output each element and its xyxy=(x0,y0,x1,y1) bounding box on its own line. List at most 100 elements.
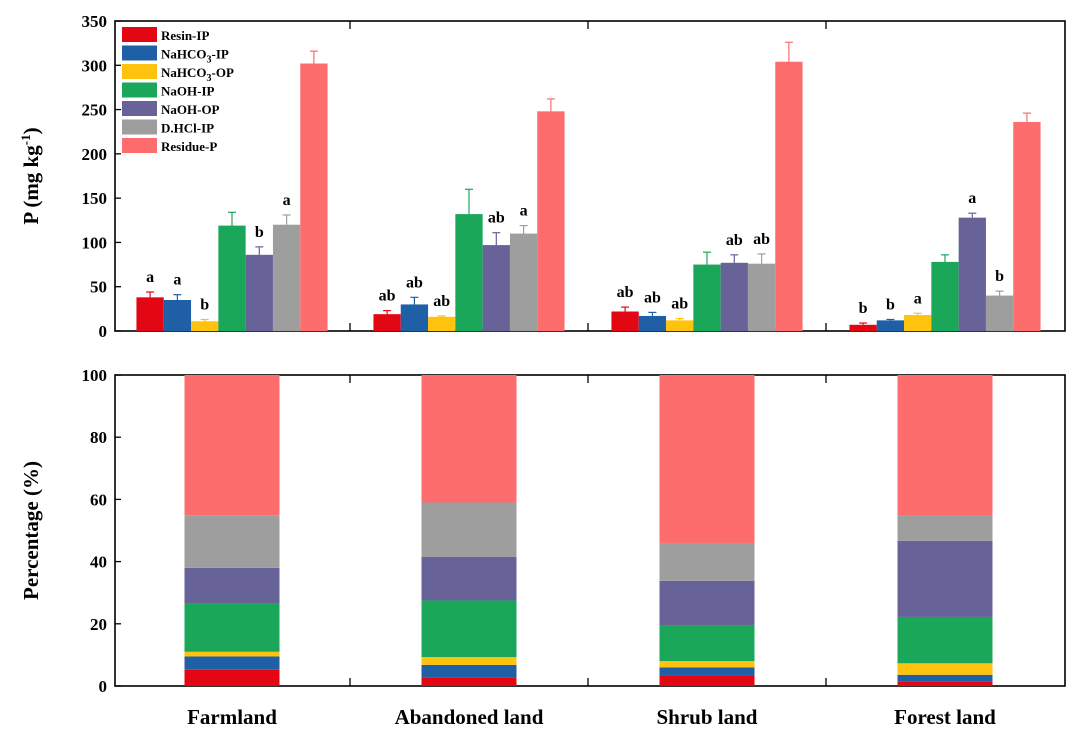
bar-nahco3-op xyxy=(191,321,219,331)
bar-naoh-op xyxy=(245,254,273,331)
top-y-tick-label: 250 xyxy=(82,101,108,120)
significance-label: a xyxy=(968,190,976,207)
stacked-segment-nahco3-ip xyxy=(184,656,280,670)
significance-label: b xyxy=(200,296,209,313)
bottom-plot-frame xyxy=(114,374,1066,687)
category-label: Farmland xyxy=(187,705,277,729)
legend-label-main: NaOH-OP xyxy=(161,102,220,117)
bottom-y-tick-label: 40 xyxy=(90,553,107,572)
bar-d-hcl-ip xyxy=(985,295,1014,331)
legend: Resin-IPNaHCO3-IPNaHCO3-OPNaOH-IPNaOH-OP… xyxy=(122,27,234,154)
significance-label: ab xyxy=(433,293,450,310)
significance-label: ab xyxy=(753,231,770,248)
significance-label: b xyxy=(995,268,1004,285)
bar-residue-p xyxy=(775,61,803,331)
stacked-segment-resin-ip xyxy=(659,675,755,686)
bar-resin-ip xyxy=(611,311,639,331)
stacked-segment-naoh-op xyxy=(421,556,517,601)
bar-nahco3-ip xyxy=(876,320,905,331)
legend-label: Residue-P xyxy=(161,139,217,154)
bar-resin-ip xyxy=(373,314,401,331)
bottom-y-tick-label: 20 xyxy=(90,615,107,634)
stacked-segment-d-hcl-ip xyxy=(659,542,755,581)
legend-label: NaHCO3-OP xyxy=(161,65,234,84)
top-y-tick-label: 100 xyxy=(82,233,108,252)
top-plot-frame xyxy=(114,20,1066,332)
bar-nahco3-op xyxy=(666,320,694,331)
significance-label: ab xyxy=(379,288,396,305)
top-y-tick-label: 350 xyxy=(82,12,108,31)
legend-label: NaOH-OP xyxy=(161,102,220,117)
bar-residue-p xyxy=(1013,121,1041,331)
legend-label-main: NaOH-IP xyxy=(161,84,215,99)
significance-label: ab xyxy=(644,289,661,306)
bar-nahco3-op xyxy=(428,316,456,331)
top-y-title-end: ) xyxy=(19,127,43,134)
legend-label-main: NaHCO xyxy=(161,47,207,62)
significance-label: ab xyxy=(617,284,634,301)
bottom-y-axis-title: Percentage (%) xyxy=(19,461,43,600)
stacked-segment-naoh-ip xyxy=(897,616,993,664)
stacked-segment-naoh-ip xyxy=(184,603,280,652)
legend-swatch xyxy=(122,64,157,79)
legend-label-main: D.HCl-IP xyxy=(161,121,214,136)
top-y-tick-label: 150 xyxy=(82,189,108,208)
bar-residue-p xyxy=(300,63,328,332)
bottom-y-tick-label: 60 xyxy=(90,490,107,509)
stacked-segment-residue-p xyxy=(659,375,755,543)
stacked-segment-nahco3-ip xyxy=(897,674,993,682)
stacked-segment-nahco3-op xyxy=(659,661,755,668)
bar-naoh-ip xyxy=(693,264,721,331)
stacked-segment-residue-p xyxy=(897,375,993,516)
bar-nahco3-op xyxy=(904,315,932,331)
stacked-segment-naoh-ip xyxy=(659,625,755,662)
legend-swatch xyxy=(122,119,157,135)
bar-resin-ip xyxy=(136,297,164,331)
stacked-segment-resin-ip xyxy=(421,677,517,686)
bar-naoh-op xyxy=(958,217,986,331)
category-axis-labels: Farmland Abandoned land Shrub land Forest l… xyxy=(187,705,996,729)
bar-naoh-op xyxy=(720,262,748,331)
bar-naoh-op xyxy=(482,245,510,331)
significance-label: a xyxy=(146,269,154,286)
significance-label: b xyxy=(886,296,895,313)
bar-naoh-ip xyxy=(931,261,959,331)
top-y-tick-label: 300 xyxy=(82,56,108,75)
bar-residue-p xyxy=(537,111,565,331)
category-label: Abandoned land xyxy=(395,705,544,729)
legend-label: Resin-IP xyxy=(161,28,209,43)
stacked-segment-d-hcl-ip xyxy=(897,515,993,541)
legend-label-main: Residue-P xyxy=(161,139,217,154)
legend-swatch xyxy=(122,27,157,42)
legend-swatch xyxy=(122,138,157,153)
bar-nahco3-ip xyxy=(638,315,667,331)
bar-resin-ip xyxy=(849,324,877,331)
legend-label: NaOH-IP xyxy=(161,84,215,99)
significance-label: a xyxy=(520,203,528,220)
stacked-segment-d-hcl-ip xyxy=(184,515,280,568)
bar-nahco3-ip xyxy=(163,300,192,331)
stacked-segment-naoh-ip xyxy=(421,600,517,658)
stacked-segment-residue-p xyxy=(184,375,280,516)
legend-label-sub: 3 xyxy=(207,55,212,66)
bottom-y-tick-label: 0 xyxy=(99,677,108,696)
stacked-segment-resin-ip xyxy=(184,669,280,686)
legend-swatch xyxy=(122,82,157,98)
category-label: Shrub land xyxy=(657,705,758,729)
bar-d-hcl-ip xyxy=(272,224,301,331)
stacked-segment-residue-p xyxy=(421,375,517,503)
bar-d-hcl-ip xyxy=(747,263,776,331)
stacked-segment-naoh-op xyxy=(897,540,993,617)
stacked-segment-nahco3-ip xyxy=(659,667,755,676)
bar-d-hcl-ip xyxy=(509,233,538,331)
significance-label: ab xyxy=(671,296,688,313)
stacked-segment-nahco3-op xyxy=(421,657,517,665)
legend-label: D.HCl-IP xyxy=(161,121,214,136)
significance-label: a xyxy=(283,192,291,209)
top-y-title-main: P (mg kg xyxy=(19,145,43,225)
top-y-tick-label: 200 xyxy=(82,145,108,164)
legend-label-main: NaHCO xyxy=(161,65,207,80)
significance-label: a xyxy=(914,290,922,307)
